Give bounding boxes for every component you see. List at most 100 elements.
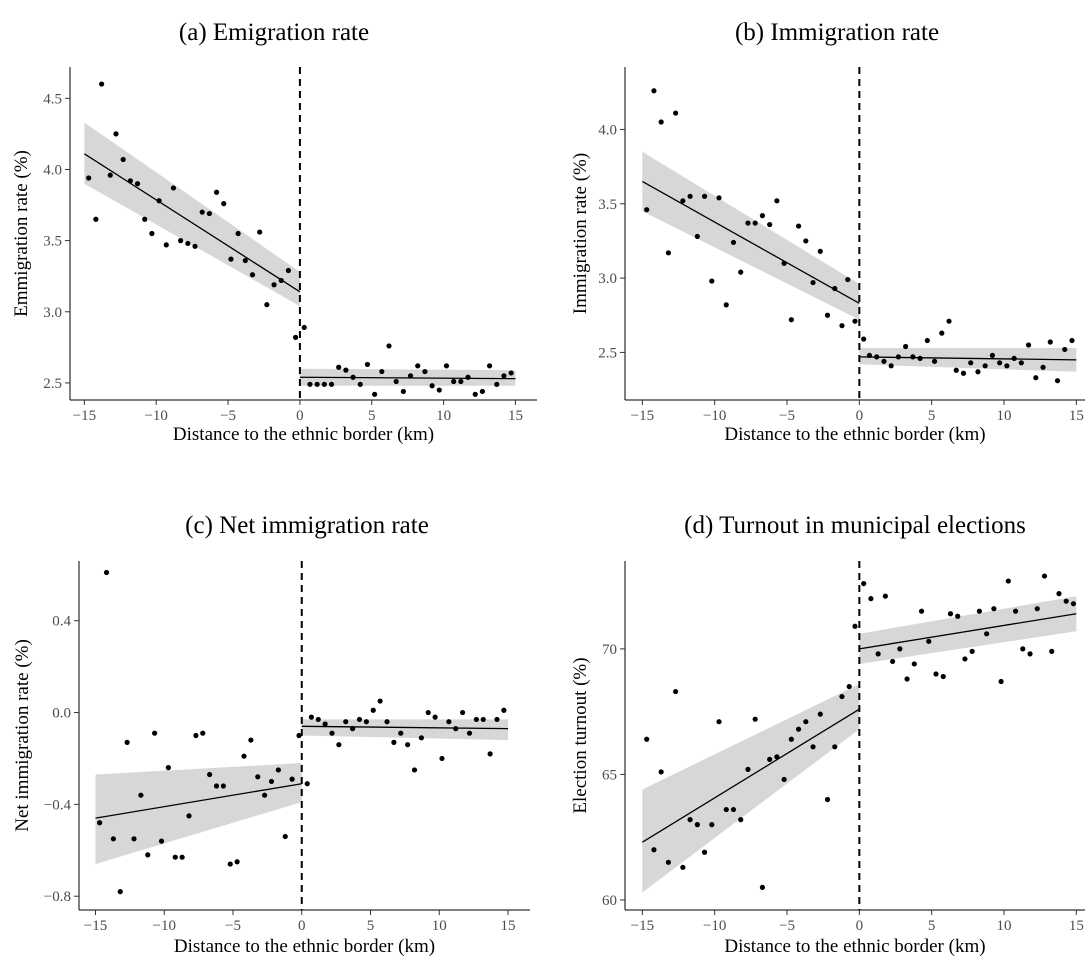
data-point	[415, 363, 421, 369]
data-point	[93, 216, 99, 222]
data-point	[384, 719, 390, 725]
data-point	[418, 735, 424, 741]
data-point	[304, 781, 310, 787]
data-point	[968, 360, 974, 366]
y-tick-label: 3.5	[598, 197, 617, 213]
data-point	[228, 256, 234, 262]
data-point	[472, 391, 478, 397]
data-point	[658, 119, 664, 125]
data-point	[1070, 601, 1077, 607]
data-point	[242, 257, 248, 264]
confidence-band-right	[859, 347, 1077, 372]
data-point	[350, 726, 356, 732]
fit-line-left	[84, 153, 301, 293]
data-point	[393, 378, 399, 385]
x-tick-label: 0	[298, 918, 306, 934]
x-tick-label: 15	[1069, 408, 1084, 424]
data-point	[149, 230, 155, 237]
data-point	[991, 606, 997, 612]
data-point	[730, 239, 737, 246]
data-point	[680, 198, 686, 204]
data-point	[234, 859, 240, 865]
data-point	[328, 381, 335, 387]
data-point	[199, 209, 205, 215]
data-point	[422, 368, 428, 375]
data-point	[839, 693, 845, 700]
confidence-band-left	[642, 151, 860, 320]
data-point	[221, 201, 227, 207]
x-tick-label: 5	[368, 408, 376, 424]
data-point	[480, 716, 486, 723]
data-point	[131, 836, 137, 842]
data-point	[156, 198, 162, 204]
data-point	[644, 736, 650, 742]
x-tick-label: 0	[856, 918, 864, 934]
data-point	[321, 381, 327, 387]
data-point	[875, 651, 881, 657]
data-point	[888, 363, 894, 369]
data-point	[163, 242, 169, 248]
data-point	[301, 324, 307, 331]
data-point	[701, 849, 708, 855]
data-point	[969, 648, 975, 654]
data-point	[788, 317, 794, 323]
data-point	[687, 193, 693, 199]
y-axis-title: Emmigration rate (%)	[11, 150, 32, 317]
data-point	[918, 608, 925, 614]
data-point	[336, 364, 342, 370]
data-point	[989, 352, 996, 359]
data-point	[1054, 378, 1061, 384]
data-point	[142, 216, 148, 222]
data-point	[738, 269, 744, 275]
data-point	[716, 719, 722, 725]
data-point	[866, 352, 873, 359]
data-point	[329, 730, 335, 736]
x-axis-title: Distance to the ethnic border (km)	[724, 936, 985, 957]
data-point	[206, 210, 212, 217]
data-point	[186, 813, 192, 819]
data-point	[665, 250, 671, 256]
x-tick-label: 5	[928, 408, 936, 424]
data-point	[1018, 360, 1024, 366]
data-point	[687, 817, 693, 823]
data-point	[975, 369, 981, 375]
data-point	[1005, 578, 1011, 584]
panel-title: (a) Emigration rate	[179, 19, 369, 46]
data-point	[917, 355, 923, 361]
data-point	[824, 796, 831, 803]
data-point	[1004, 363, 1010, 369]
y-tick-label: 0.4	[52, 614, 71, 630]
data-point	[343, 719, 349, 725]
data-point	[158, 838, 165, 844]
data-point	[343, 367, 349, 373]
data-point	[292, 334, 299, 340]
data-point	[315, 716, 321, 723]
data-point	[680, 864, 686, 870]
data-point	[268, 778, 275, 785]
data-point	[730, 806, 737, 813]
data-point	[694, 822, 700, 828]
data-point	[241, 753, 247, 759]
data-point	[810, 744, 816, 750]
data-point	[998, 678, 1004, 685]
data-point	[940, 673, 946, 680]
data-point	[924, 337, 930, 344]
y-axis-title: Net immigration rate (%)	[12, 639, 33, 832]
data-point	[307, 381, 313, 387]
data-point	[803, 238, 809, 244]
data-point	[391, 739, 397, 745]
data-point	[255, 774, 261, 780]
confidence-band-right	[301, 719, 508, 741]
data-point	[673, 688, 679, 695]
data-point	[314, 381, 320, 387]
data-point	[955, 613, 961, 619]
data-point	[103, 569, 110, 576]
data-point	[832, 744, 838, 750]
x-tick-label: 10	[996, 918, 1011, 934]
data-point	[170, 185, 177, 191]
data-point	[494, 716, 500, 723]
data-point	[97, 820, 103, 826]
x-tick-label: 0	[856, 408, 864, 424]
data-point	[443, 363, 450, 369]
data-point	[895, 354, 901, 360]
